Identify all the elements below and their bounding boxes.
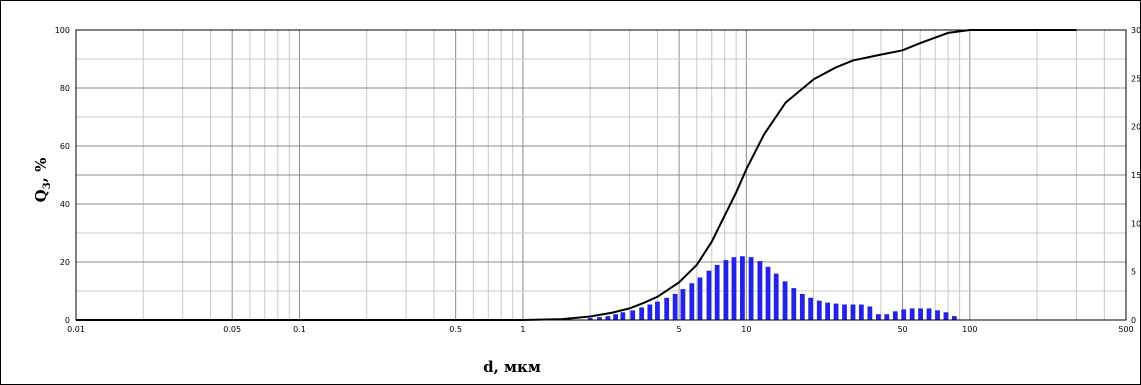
y-right-tick-label: 0 [1131,316,1136,325]
distribution-bar [808,297,814,320]
distribution-bar [825,302,831,320]
distribution-bar [816,300,822,320]
distribution-bar [706,270,712,320]
grid [75,30,1127,320]
x-tick-label: 1 [520,325,525,334]
distribution-bar [605,316,611,320]
distribution-bar [613,314,619,320]
y-axis-title-subscript: 3 [42,182,53,189]
distribution-bar [587,318,593,320]
distribution-bar [597,317,602,320]
x-tick-label: 0.01 [67,325,85,334]
distribution-bar [765,266,771,320]
distribution-bar [918,308,923,320]
distribution-bar [876,314,881,320]
y-right-tick-label: 5 [1131,268,1136,277]
y-right-tick-label: 30 [1131,26,1141,35]
x-tick-label: 0.1 [293,325,306,334]
distribution-bar [943,312,949,320]
distribution-bar [858,304,864,320]
y-right-tick-label: 15 [1131,171,1141,180]
x-tick-label: 100 [962,325,977,334]
x-tick-label: 500 [1118,325,1133,334]
y-right-tick-labels: 0 5 10 15 20 25 30 [1131,26,1141,325]
y-left-tick-label: 0 [65,316,70,325]
distribution-bar [892,311,898,320]
y-right-tick-label: 25 [1131,74,1141,83]
distribution-bar [867,306,873,320]
plot-border [75,29,1127,321]
x-tick-label: 0.05 [223,325,241,334]
distribution-bar [672,293,678,320]
x-tick-label: 0.5 [449,325,462,334]
distribution-bar [647,304,653,320]
distribution-bar [951,316,957,320]
y-left-tick-label: 20 [60,258,70,267]
y-left-tick-label: 100 [55,26,70,35]
x-tick-label: 50 [897,325,907,334]
distribution-bar [935,310,940,320]
x-tick-labels: 0.01 0.05 0.1 0.5 1 5 10 50 100 500 [67,325,1134,334]
y-left-tick-label: 60 [60,142,70,151]
x-tick-label: 5 [677,325,682,334]
distribution-bar [731,257,737,320]
y-left-tick-labels: 0 20 40 60 80 100 [55,26,70,325]
distribution-bar [909,308,915,320]
distribution-bar [748,257,754,320]
y-axis-title: Q3, % [32,158,53,203]
distribution-bar [664,297,670,320]
distribution-bar [926,308,932,320]
distribution-bar [697,277,703,320]
distribution-bar [782,281,788,320]
distribution-bar [901,309,907,320]
x-axis-title: d, мкм [483,358,541,376]
y-axis-title-tail: , % [32,158,50,183]
distribution-bar [680,289,686,320]
cumulative-curve [76,29,1077,321]
distribution-bar [791,288,797,320]
distribution-bar [757,261,763,320]
distribution-bar [639,307,645,320]
y-axis-title-main: Q [32,189,50,202]
distribution-bar [884,314,890,320]
distribution-bar [773,273,779,320]
distribution-bar [740,256,745,320]
y-right-tick-label: 10 [1131,219,1141,228]
distribution-bar [833,303,839,320]
distribution-bar [630,310,636,320]
distribution-bar [714,264,720,320]
y-left-tick-label: 40 [60,200,70,209]
distribution-bar [689,283,695,320]
distribution-bar [799,293,805,320]
distribution-bars [587,256,957,320]
distribution-bar [723,260,729,320]
distribution-bar [655,301,660,320]
x-tick-label: 10 [741,325,751,334]
y-right-tick-label: 20 [1131,123,1141,132]
y-left-tick-label: 80 [60,84,70,93]
distribution-bar [842,304,847,320]
distribution-bar [620,312,626,320]
distribution-bar [850,304,856,320]
